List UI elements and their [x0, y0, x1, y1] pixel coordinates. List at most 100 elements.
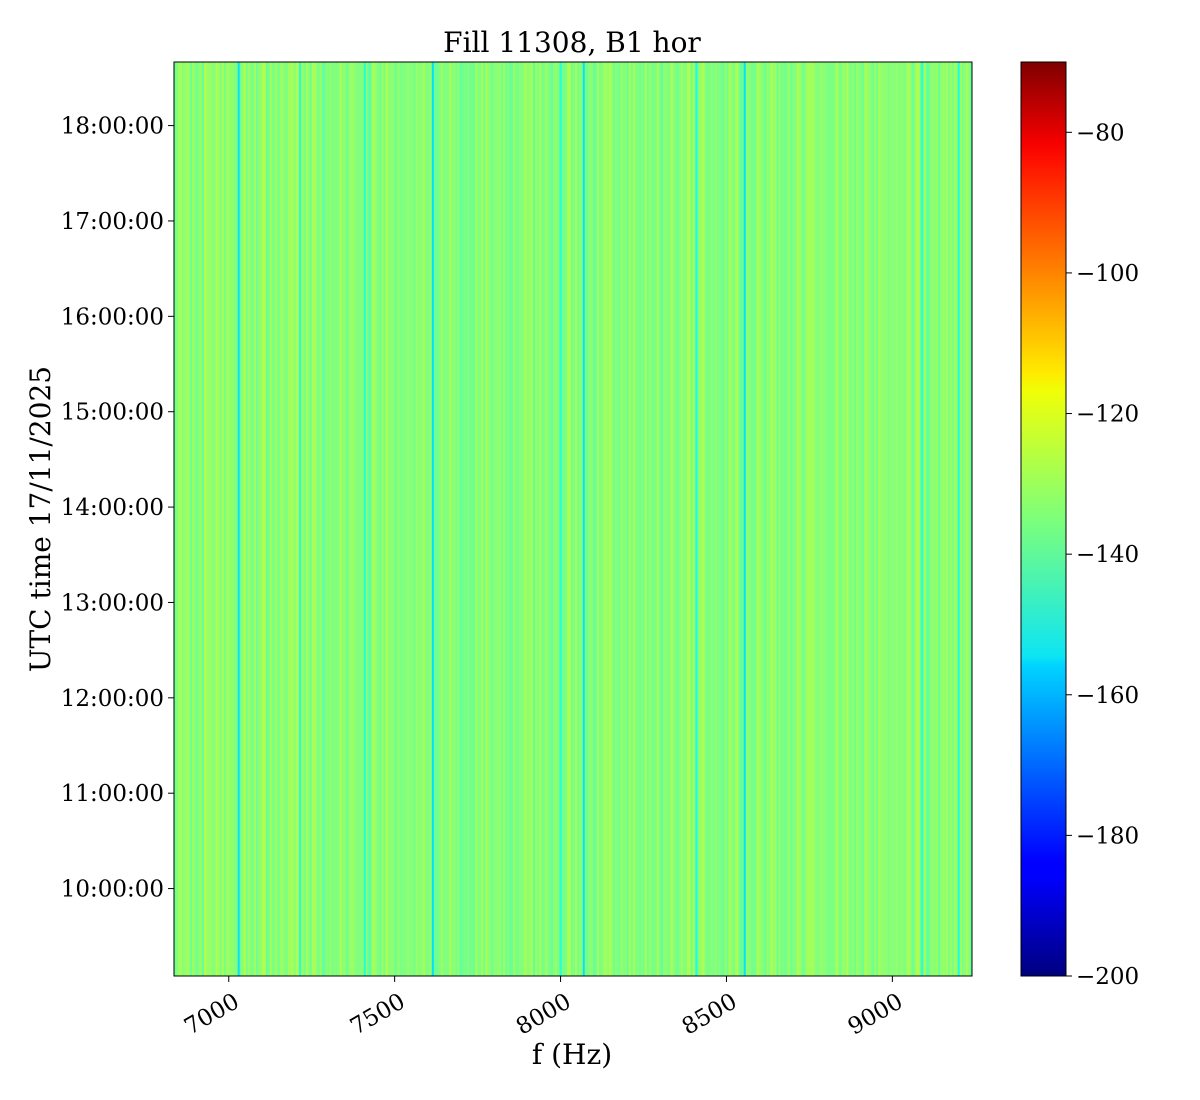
heatmap-band	[704, 62, 708, 976]
heatmap-band	[762, 62, 765, 976]
heatmap-band	[357, 62, 360, 976]
heatmap-band	[916, 62, 919, 976]
heatmap-band	[545, 62, 548, 976]
heatmap-band	[255, 62, 259, 976]
chart-title: Fill 11308, B1 hor	[443, 26, 701, 59]
heatmap-band	[201, 62, 205, 976]
heatmap-band	[329, 62, 332, 976]
heatmap-band	[968, 62, 971, 976]
heatmap-band	[664, 62, 668, 976]
heatmap-band	[826, 62, 829, 976]
heatmap-band	[894, 62, 897, 976]
heatmap-band	[828, 62, 831, 976]
heatmap-band	[638, 62, 642, 976]
heatmap-band	[650, 62, 654, 976]
heatmap-band	[718, 62, 722, 976]
heatmap-band	[419, 62, 422, 976]
heatmap-band	[888, 62, 891, 976]
heatmap-band	[313, 62, 317, 976]
heatmap-band	[511, 62, 514, 976]
heatmap-band	[479, 62, 482, 976]
heatmap-band	[886, 62, 889, 976]
heatmap-band	[810, 62, 813, 976]
heatmap-band	[395, 62, 398, 976]
heatmap-band	[804, 62, 807, 976]
heatmap-band	[722, 62, 726, 976]
heatmap-band	[289, 62, 293, 976]
heatmap-band	[347, 62, 350, 976]
heatmap-band	[567, 62, 570, 976]
x-axis-label: f (Hz)	[532, 1038, 612, 1071]
heatmap-band	[940, 62, 943, 976]
heatmap-band	[652, 62, 656, 976]
heatmap-band	[618, 62, 622, 976]
heatmap-band	[333, 62, 336, 976]
heatmap-band	[636, 62, 640, 976]
heatmap-band	[716, 62, 720, 976]
heatmap-band	[267, 62, 271, 976]
heatmap-dip-line	[582, 62, 585, 976]
heatmap-band	[485, 62, 488, 976]
heatmap-band	[315, 62, 319, 976]
heatmap-band	[830, 62, 833, 976]
heatmap-band	[399, 62, 402, 976]
heatmap-band	[832, 62, 835, 976]
heatmap-band	[954, 62, 957, 976]
heatmap-band	[708, 62, 712, 976]
heatmap-band	[219, 62, 223, 976]
heatmap-band	[259, 62, 263, 976]
heatmap-band	[473, 62, 476, 976]
heatmap-band	[730, 62, 733, 976]
heatmap-band	[215, 62, 219, 976]
colorbar-tick-label: −80	[1076, 120, 1125, 146]
heatmap-band	[816, 62, 819, 976]
colorbar-tick-label: −200	[1076, 964, 1139, 990]
heatmap-band	[802, 62, 805, 976]
heatmap-band	[900, 62, 903, 976]
heatmap-band	[285, 62, 289, 976]
heatmap-band	[594, 62, 598, 976]
heatmap-band	[365, 62, 368, 976]
heatmap-band	[241, 62, 245, 976]
heatmap-band	[317, 62, 321, 976]
heatmap-band	[754, 62, 757, 976]
heatmap-band	[782, 62, 785, 976]
heatmap-band	[229, 62, 233, 976]
heatmap-band	[533, 62, 536, 976]
heatmap-band	[174, 62, 177, 976]
heatmap-band	[592, 62, 596, 976]
heatmap-band	[335, 62, 338, 976]
heatmap-band	[852, 62, 855, 976]
heatmap-band	[874, 62, 877, 976]
heatmap-band	[790, 62, 793, 976]
heatmap-band	[738, 62, 741, 976]
heatmap-band	[303, 62, 307, 976]
y-axis-label: UTC time 17/11/2025	[24, 366, 57, 672]
colorbar-tick-label: −140	[1076, 542, 1139, 568]
heatmap-band	[405, 62, 408, 976]
heatmap-band	[822, 62, 825, 976]
heatmap-band	[598, 62, 602, 976]
heatmap-band	[235, 62, 239, 976]
heatmap-band	[263, 62, 267, 976]
heatmap-band	[291, 62, 295, 976]
heatmap-band	[445, 62, 448, 976]
heatmap-band	[910, 62, 913, 976]
heatmap-band	[441, 62, 444, 976]
heatmap-band	[608, 62, 612, 976]
heatmap-band	[271, 62, 275, 976]
heatmap-band	[323, 62, 327, 976]
heatmap-band	[952, 62, 955, 976]
heatmap-band	[964, 62, 967, 976]
y-tick-label: 17:00:00	[61, 209, 164, 235]
heatmap-band	[453, 62, 456, 976]
heatmap-band	[936, 62, 939, 976]
heatmap-band	[217, 62, 221, 976]
colorbar-tick-label: −120	[1076, 402, 1139, 428]
heatmap-band	[195, 62, 199, 976]
colorbar-tick-label: −100	[1076, 261, 1139, 287]
heatmap-band	[231, 62, 235, 976]
heatmap-band	[902, 62, 905, 976]
heatmap-band	[662, 62, 666, 976]
heatmap-band	[904, 62, 907, 976]
